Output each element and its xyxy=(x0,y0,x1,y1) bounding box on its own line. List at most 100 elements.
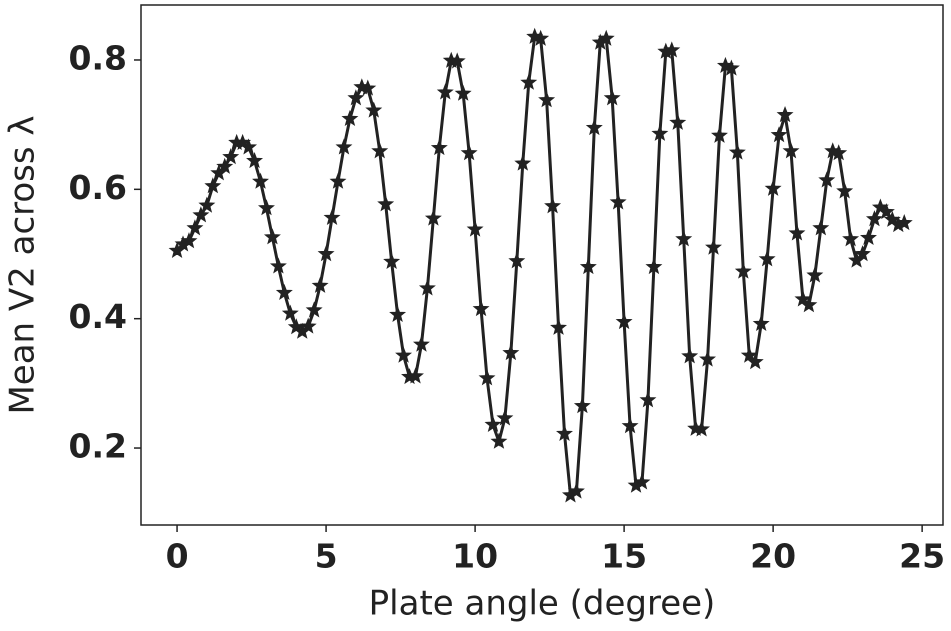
data-point xyxy=(639,391,657,408)
data-point xyxy=(746,353,764,370)
data-point xyxy=(728,143,746,160)
data-point xyxy=(621,417,639,434)
data-point xyxy=(567,482,585,499)
data-point xyxy=(675,230,693,247)
data-point xyxy=(281,304,299,321)
data-point xyxy=(585,118,603,136)
data-point xyxy=(752,314,770,332)
data-point xyxy=(424,209,442,226)
data-point xyxy=(842,230,860,247)
data-point xyxy=(538,91,556,108)
data-point xyxy=(371,142,389,159)
data-point xyxy=(633,473,651,490)
data-point xyxy=(186,219,204,236)
data-point xyxy=(895,214,913,231)
data-point xyxy=(246,151,264,169)
data-point xyxy=(740,346,758,363)
data-point xyxy=(258,199,275,216)
x-tick-label: 5 xyxy=(315,537,338,576)
data-point xyxy=(776,106,794,123)
x-axis-label: Plate angle (degree) xyxy=(369,584,716,624)
data-point xyxy=(520,73,538,90)
data-point xyxy=(335,138,353,155)
x-tick-label: 0 xyxy=(166,537,189,576)
data-point xyxy=(269,257,287,274)
y-axis-label: Mean V2 across λ xyxy=(3,115,43,414)
y-tick-label: 0.6 xyxy=(69,168,127,207)
data-point xyxy=(532,29,550,46)
data-point xyxy=(836,182,854,199)
data-point xyxy=(770,126,788,143)
data-point xyxy=(800,296,818,313)
data-point xyxy=(359,79,377,96)
data-point xyxy=(299,317,317,334)
data-point xyxy=(544,197,562,214)
data-point xyxy=(430,139,448,156)
data-point xyxy=(305,301,323,318)
data-point xyxy=(573,397,591,414)
data-point xyxy=(705,238,722,255)
data-point xyxy=(669,113,687,130)
x-tick-label: 15 xyxy=(601,537,647,576)
data-point xyxy=(466,220,484,237)
data-point xyxy=(514,154,532,171)
data-point xyxy=(418,279,436,296)
data-point xyxy=(603,89,621,106)
data-point xyxy=(472,300,490,317)
data-point xyxy=(711,126,728,143)
data-point xyxy=(478,369,496,386)
data-point xyxy=(681,347,699,364)
y-tick-label: 0.8 xyxy=(69,38,127,77)
data-point xyxy=(645,258,663,275)
data-point xyxy=(550,318,567,335)
data-point xyxy=(448,52,466,69)
data-point xyxy=(865,210,883,227)
data-line xyxy=(175,34,905,498)
data-point xyxy=(651,124,669,141)
x-tick-label: 20 xyxy=(750,537,796,576)
data-point xyxy=(222,148,240,165)
data-point xyxy=(216,157,234,174)
plot-frame xyxy=(140,4,944,526)
data-point xyxy=(180,232,198,249)
data-point xyxy=(263,228,281,245)
y-tick-label: 0.4 xyxy=(69,297,127,336)
data-point xyxy=(341,109,359,127)
data-point xyxy=(311,276,329,293)
data-point xyxy=(722,59,740,76)
data-point xyxy=(877,203,895,220)
data-point xyxy=(365,101,383,118)
data-point xyxy=(377,195,395,212)
data-point xyxy=(830,144,848,161)
y-tick-label: 0.2 xyxy=(69,427,127,466)
data-point xyxy=(204,177,222,194)
data-point xyxy=(758,250,776,267)
data-point xyxy=(252,172,269,189)
data-point xyxy=(782,142,800,159)
data-point xyxy=(496,409,514,426)
data-point xyxy=(275,283,293,301)
data-point xyxy=(699,350,717,367)
data-point xyxy=(788,224,806,241)
data-point xyxy=(240,138,258,155)
data-point xyxy=(860,228,877,246)
data-point xyxy=(609,193,627,210)
data-point xyxy=(389,305,407,323)
data-point xyxy=(329,172,347,189)
data-point xyxy=(395,346,413,363)
data-point xyxy=(436,83,454,100)
data-point xyxy=(579,258,597,275)
data-point xyxy=(192,206,210,223)
data-point xyxy=(508,252,526,269)
data-point xyxy=(347,89,365,106)
data-point xyxy=(812,219,830,236)
data-point xyxy=(663,41,681,58)
data-point xyxy=(484,415,502,432)
data-point xyxy=(323,208,341,225)
data-point xyxy=(383,252,401,269)
data-point xyxy=(317,245,335,262)
data-point xyxy=(198,196,216,213)
data-point xyxy=(806,266,824,283)
data-point xyxy=(454,84,472,101)
data-point xyxy=(502,344,520,361)
